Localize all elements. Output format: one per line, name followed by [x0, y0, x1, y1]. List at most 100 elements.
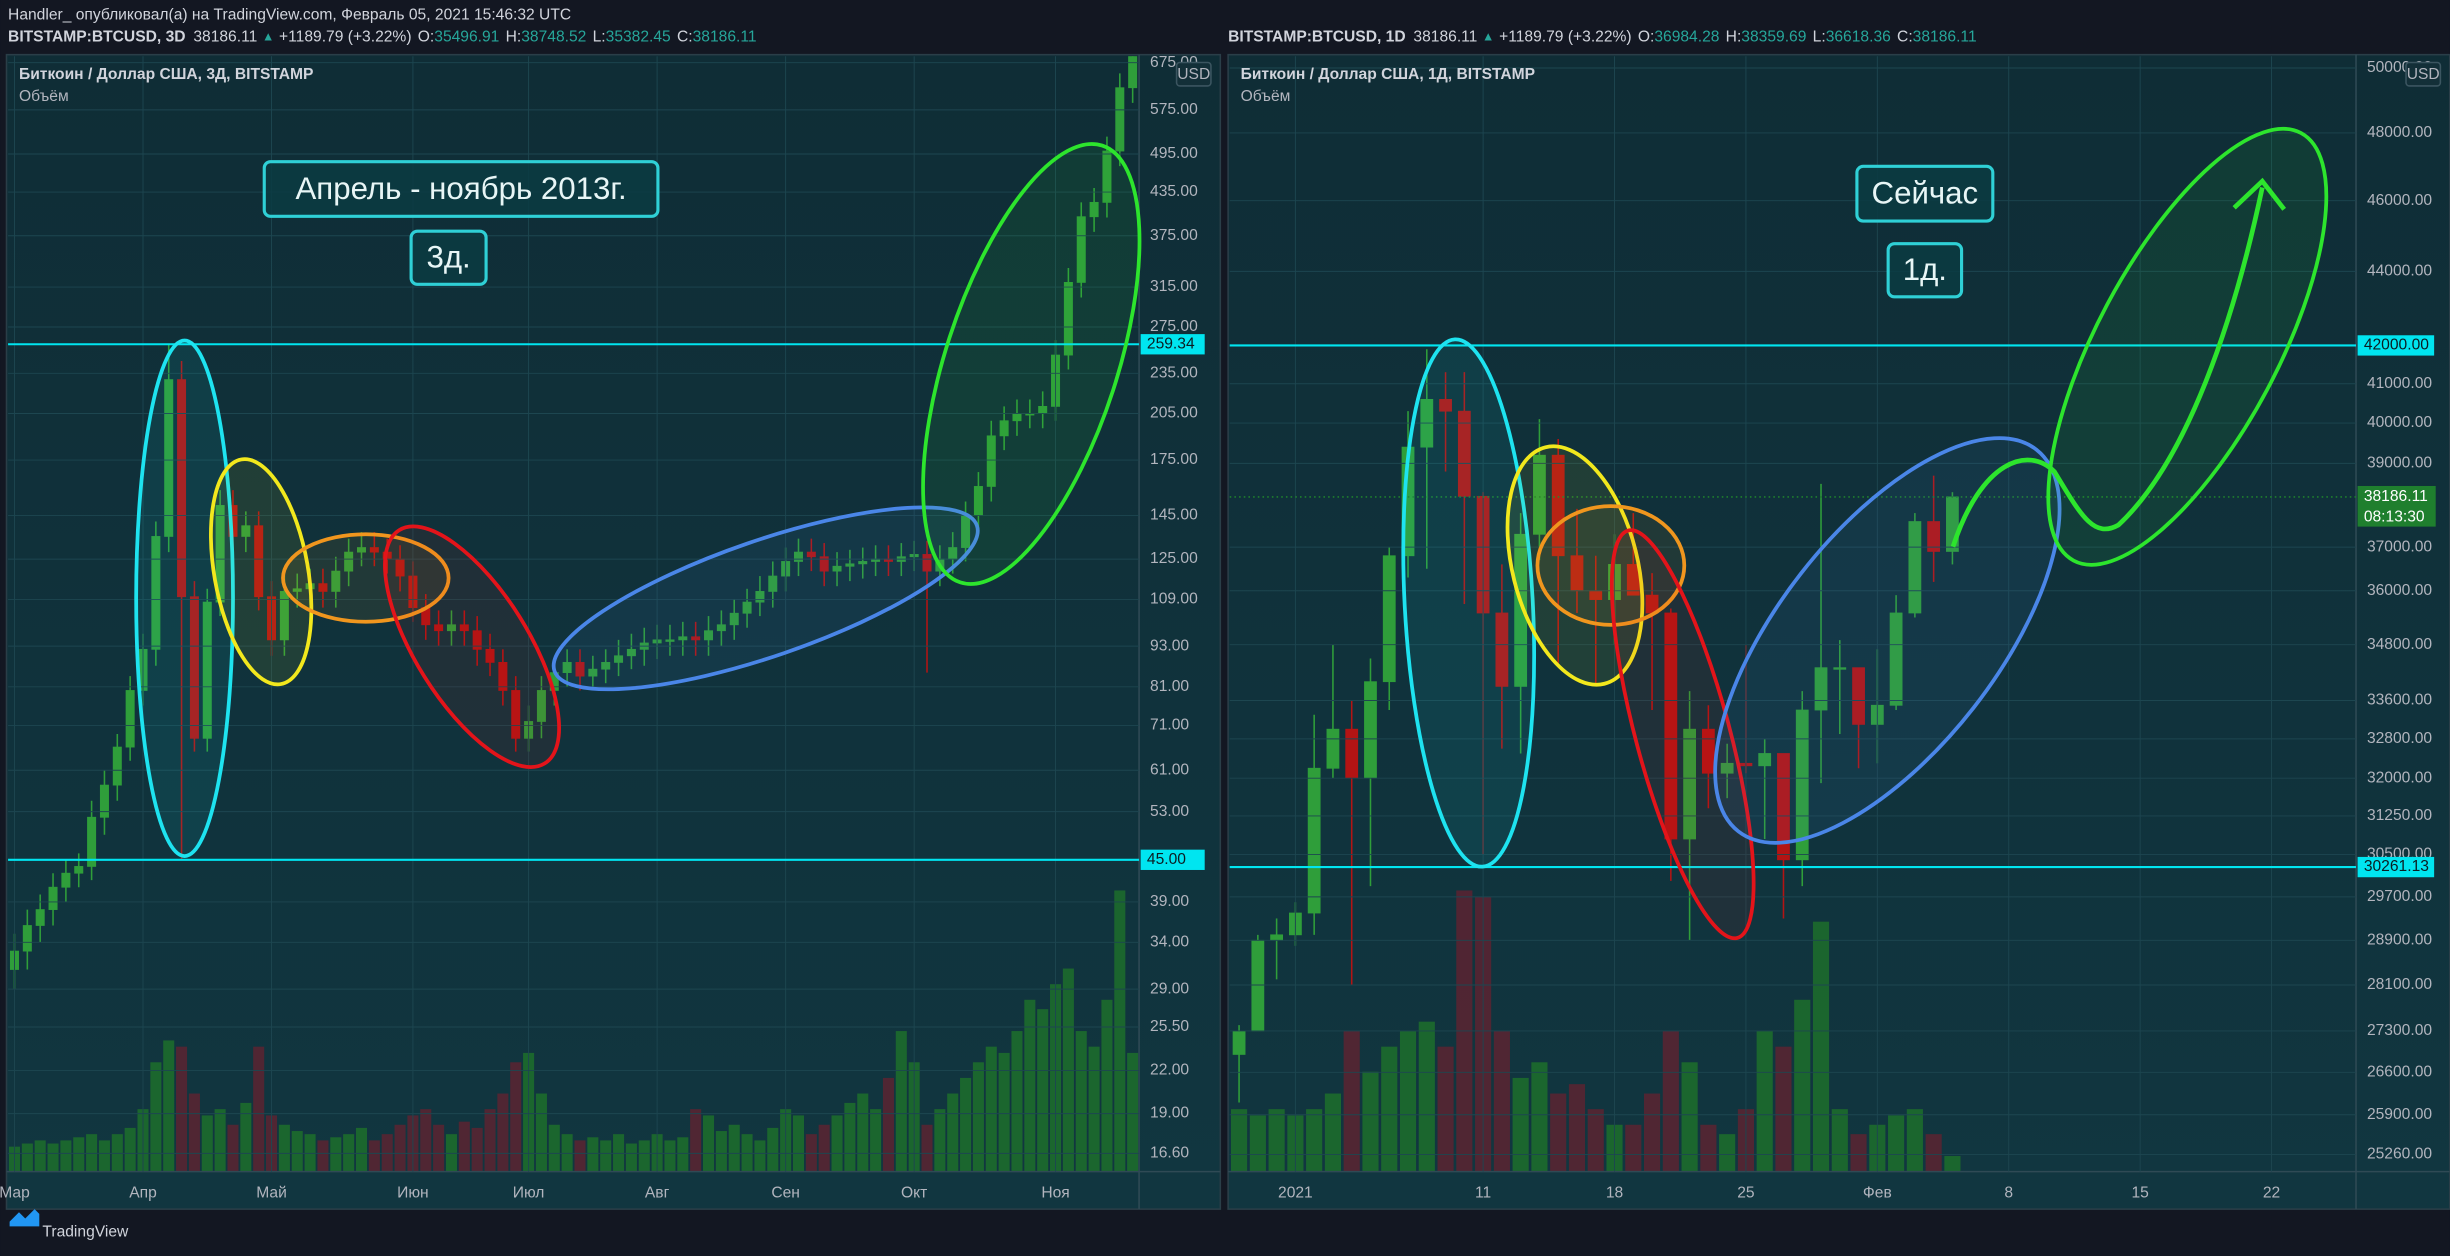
x-tick-label: 11 [1475, 1185, 1491, 1202]
volume-bar [870, 1109, 882, 1172]
volume-bar [163, 1040, 175, 1172]
chart-title: Биткоин / Доллар США, 1Д, BITSTAMP [1241, 66, 1535, 83]
y-tick-label: 33600.00 [2367, 692, 2432, 709]
volume-bar [600, 1140, 612, 1172]
volume-bar [535, 1093, 547, 1172]
candle-body [1382, 555, 1396, 683]
chart: 50000.0048000.0046000.0044000.0041000.00… [1228, 29, 2450, 1210]
logo [9, 1209, 40, 1227]
candle-body [999, 420, 1009, 437]
volume-bar [497, 1093, 509, 1172]
candle-body [356, 547, 367, 553]
candle-body [1115, 87, 1125, 152]
x-tick-label: 15 [2131, 1185, 2149, 1202]
y-tick-label: 53.00 [1150, 803, 1189, 820]
annotation-box [409, 229, 488, 286]
y-tick-label: 40000.00 [2367, 414, 2432, 431]
candle-body [1852, 667, 1865, 725]
candle-body [1908, 521, 1922, 614]
y-tick-label: 435.00 [1150, 183, 1198, 200]
x-tick-label: Июн [397, 1185, 429, 1202]
candle-body [755, 591, 765, 603]
volume-bar [240, 1102, 252, 1172]
candle-body [793, 551, 803, 562]
y-tick-label: 205.00 [1150, 405, 1198, 422]
currency: USD [2407, 66, 2440, 83]
volume-bar [1037, 1009, 1049, 1172]
y-tick-label: 16.60 [1150, 1144, 1189, 1161]
chart-title: Биткоин / Доллар США, 3Д, BITSTAMP [19, 66, 313, 83]
forecast-arrow [1950, 177, 2287, 548]
candle-body [434, 624, 444, 632]
x-tick-label: 25 [1737, 1185, 1755, 1202]
volume-bar [1231, 1109, 1248, 1172]
candle-body [292, 588, 302, 592]
volume-bar [1888, 1115, 1905, 1172]
quote-value: 36984.28 [1654, 29, 1719, 46]
plots: 675.00575.00495.00435.00375.00315.00275.… [0, 29, 2450, 1210]
y-tick-label: 29.00 [1150, 980, 1189, 997]
volume-bar [638, 1140, 650, 1172]
volume-bar [715, 1131, 727, 1172]
candle-body [87, 816, 97, 867]
candle-body [177, 379, 187, 598]
quote-value: 36618.36 [1826, 29, 1891, 46]
candle-body [511, 690, 521, 739]
price-tag-label: 30261.13 [2364, 858, 2429, 875]
candle-body [1128, 56, 1138, 89]
ellipse [1609, 528, 1756, 941]
volume-bar [831, 1115, 843, 1172]
volume-bar [176, 1046, 188, 1172]
annotation: 1д. [1903, 252, 1947, 287]
ellipse [921, 142, 1142, 586]
change: +1189.79 (+3.22%) [1499, 29, 1632, 46]
candle-body [729, 612, 739, 626]
candle-body [1795, 709, 1809, 861]
volume-bar [1399, 1031, 1417, 1172]
x-tick-label: 18 [1606, 1185, 1623, 1202]
candle-body [858, 561, 868, 565]
candle-body [344, 551, 354, 572]
candle-body [22, 925, 32, 952]
candle-body [1514, 533, 1528, 687]
x-tick-label: Июл [513, 1185, 545, 1202]
volume-bar [895, 1031, 907, 1172]
candle-body [279, 591, 289, 641]
candle-body [1495, 612, 1509, 687]
y-tick-label: 27300.00 [2367, 1022, 2432, 1039]
volume-bar [921, 1124, 933, 1172]
volume-bar [792, 1115, 805, 1172]
candle-body [832, 565, 842, 572]
volume-bar [1944, 1156, 1961, 1172]
x-tick-label: Авг [645, 1185, 670, 1202]
candle-body [536, 690, 546, 722]
volume-bar [625, 1143, 637, 1172]
volume-bar [1531, 1062, 1548, 1172]
candle-body [254, 525, 264, 598]
volume-bar [394, 1124, 406, 1172]
candle-body [1927, 521, 1941, 552]
y-tick-label: 109.00 [1150, 591, 1198, 608]
volume-bar [1587, 1109, 1604, 1172]
candle-body [1364, 681, 1377, 779]
volume-bar [1700, 1124, 1717, 1172]
volume-bar [98, 1140, 110, 1172]
candle-body [189, 596, 199, 739]
y-tick-label: 26600.00 [2367, 1063, 2432, 1080]
y-tick-label: 375.00 [1150, 227, 1198, 244]
change: +1189.79 (+3.22%) [279, 29, 412, 46]
candle-body [614, 655, 624, 663]
candle-body [1720, 762, 1734, 774]
candle-body [1307, 767, 1321, 914]
volume-bar [73, 1137, 85, 1172]
volume-bar [355, 1127, 368, 1172]
price-tag [2357, 856, 2435, 878]
candle-body [99, 784, 109, 818]
volume-bar [47, 1143, 59, 1172]
ellipse [209, 457, 314, 687]
volume-bar [330, 1137, 342, 1172]
ellipse [281, 532, 451, 624]
candle-body [1232, 1030, 1246, 1055]
